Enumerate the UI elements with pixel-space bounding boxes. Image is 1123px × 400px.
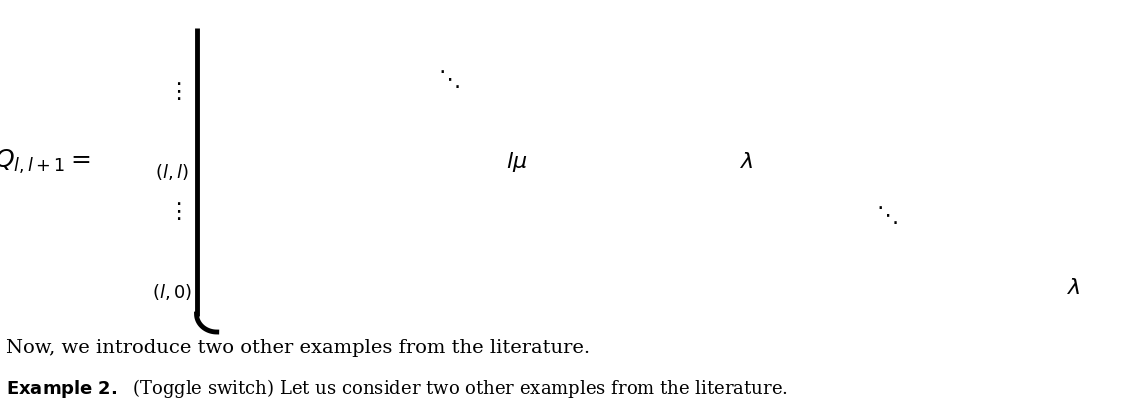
Text: Now, we introduce two other examples from the literature.: Now, we introduce two other examples fro… [6, 339, 590, 357]
Text: $Q_{l,l+1} =$: $Q_{l,l+1} =$ [0, 148, 91, 176]
Text: $\vdots$: $\vdots$ [167, 81, 181, 103]
Text: $\lambda$: $\lambda$ [1067, 277, 1080, 299]
Text: $\ddots$: $\ddots$ [876, 205, 898, 227]
Text: $\lambda$: $\lambda$ [740, 151, 754, 173]
Text: $\vdots$: $\vdots$ [167, 201, 181, 223]
Text: $\ddots$: $\ddots$ [438, 69, 460, 91]
Text: $l\mu$: $l\mu$ [505, 150, 528, 174]
Text: $(l,l)$: $(l,l)$ [155, 162, 189, 182]
Text: $\mathbf{Example\ 2.}$  (Toggle switch) Let us consider two other examples from : $\mathbf{Example\ 2.}$ (Toggle switch) L… [6, 376, 787, 400]
Text: $(l,0)$: $(l,0)$ [152, 282, 192, 302]
